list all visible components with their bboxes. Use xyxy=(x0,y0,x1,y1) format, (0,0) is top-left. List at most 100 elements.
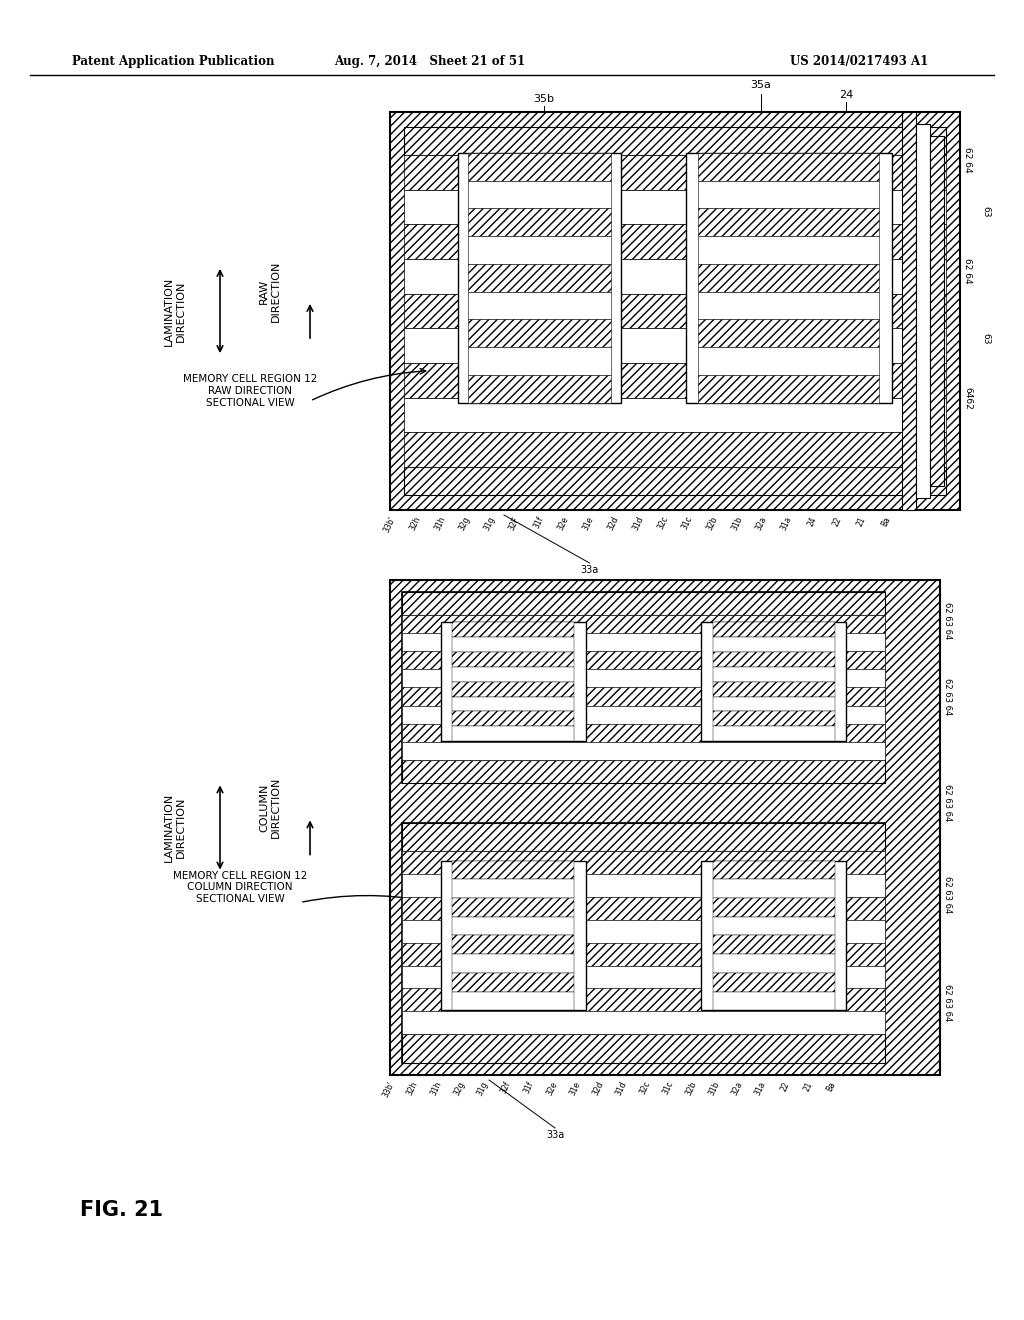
Bar xyxy=(404,397,946,433)
Text: Ba: Ba xyxy=(881,515,893,528)
Bar xyxy=(468,264,611,292)
Bar xyxy=(468,209,611,236)
Bar xyxy=(453,697,573,711)
Text: 6462: 6462 xyxy=(963,387,972,411)
Bar xyxy=(453,916,573,936)
Bar xyxy=(402,989,885,1011)
Text: 22: 22 xyxy=(778,1080,791,1093)
Text: 62 63 64: 62 63 64 xyxy=(943,876,952,913)
Bar xyxy=(930,136,944,486)
Text: 33b': 33b' xyxy=(381,1080,396,1100)
Bar xyxy=(453,973,573,991)
Text: LAMINATION
DIRECTION: LAMINATION DIRECTION xyxy=(164,793,185,862)
Bar xyxy=(453,861,573,879)
Text: Ba: Ba xyxy=(825,1080,838,1093)
Bar xyxy=(402,920,885,942)
Bar xyxy=(404,259,946,293)
Bar xyxy=(402,706,885,723)
Text: 31a: 31a xyxy=(754,1080,768,1097)
Text: 31d: 31d xyxy=(614,1080,629,1097)
Text: Aug. 7, 2014   Sheet 21 of 51: Aug. 7, 2014 Sheet 21 of 51 xyxy=(335,55,525,69)
Text: 32f: 32f xyxy=(499,1080,513,1096)
Bar xyxy=(402,634,885,651)
Bar xyxy=(453,622,573,638)
Text: 32c: 32c xyxy=(638,1080,651,1097)
Bar xyxy=(453,681,573,697)
Bar xyxy=(468,347,611,375)
Text: 63: 63 xyxy=(981,333,990,345)
Bar xyxy=(468,236,611,264)
Text: 32F: 32F xyxy=(507,515,521,532)
Bar xyxy=(404,224,946,259)
Text: RAW
DIRECTION: RAW DIRECTION xyxy=(259,260,281,322)
Bar xyxy=(713,726,835,741)
Text: 31e: 31e xyxy=(568,1080,582,1097)
Bar xyxy=(402,591,885,615)
Text: 22: 22 xyxy=(830,515,843,528)
Bar xyxy=(713,916,835,936)
Text: 35a: 35a xyxy=(750,81,771,90)
Bar xyxy=(713,638,835,652)
Text: 32e: 32e xyxy=(556,515,570,532)
Bar xyxy=(713,667,835,681)
Text: 24: 24 xyxy=(807,673,818,682)
Bar xyxy=(402,822,885,851)
Text: 35b: 35b xyxy=(480,622,498,631)
Text: 32g: 32g xyxy=(458,515,472,532)
Bar xyxy=(404,329,946,363)
Text: 32e: 32e xyxy=(545,1080,559,1097)
Text: 32a: 32a xyxy=(730,1080,744,1097)
Bar xyxy=(713,973,835,991)
Text: 62 63 64: 62 63 64 xyxy=(943,678,952,715)
Bar xyxy=(698,375,880,403)
Bar xyxy=(404,363,946,397)
Bar xyxy=(698,153,880,181)
Text: 33a: 33a xyxy=(546,1130,564,1140)
Bar xyxy=(698,292,880,319)
Bar xyxy=(713,936,835,954)
Text: 63: 63 xyxy=(981,206,990,218)
Bar xyxy=(402,651,885,669)
Bar xyxy=(404,127,946,154)
Bar xyxy=(404,467,946,495)
Bar xyxy=(440,861,586,1010)
Bar xyxy=(713,898,835,916)
Bar xyxy=(402,898,885,920)
Text: 31h: 31h xyxy=(429,1080,443,1097)
Bar xyxy=(402,851,885,874)
Bar xyxy=(713,954,835,973)
Bar xyxy=(468,375,611,403)
Bar xyxy=(453,936,573,954)
Bar xyxy=(402,688,885,706)
Text: 62 64: 62 64 xyxy=(963,147,972,173)
Text: 31b: 31b xyxy=(730,515,744,532)
Text: 24: 24 xyxy=(807,927,818,936)
Text: 32h: 32h xyxy=(408,515,422,532)
Bar xyxy=(698,264,880,292)
Bar xyxy=(713,622,835,638)
Text: MEMORY CELL REGION 12
RAW DIRECTION
SECTIONAL VIEW: MEMORY CELL REGION 12 RAW DIRECTION SECT… xyxy=(183,375,317,408)
Text: 31f: 31f xyxy=(522,1080,536,1096)
Bar xyxy=(902,112,916,510)
Bar xyxy=(701,861,847,1010)
Bar xyxy=(698,209,880,236)
Text: 62 64: 62 64 xyxy=(963,259,972,284)
Bar xyxy=(402,669,885,688)
Bar xyxy=(468,153,611,181)
Text: 32c: 32c xyxy=(655,515,670,531)
Text: 24: 24 xyxy=(839,90,853,100)
Bar xyxy=(468,292,611,319)
Text: 32d: 32d xyxy=(606,515,621,532)
Bar xyxy=(713,652,835,667)
Text: 31d: 31d xyxy=(631,515,645,532)
Bar xyxy=(453,638,573,652)
Text: 35b: 35b xyxy=(480,862,498,870)
Text: 33a: 33a xyxy=(581,565,599,576)
Bar xyxy=(458,153,621,403)
Text: Patent Application Publication: Patent Application Publication xyxy=(72,55,274,69)
Bar xyxy=(686,153,892,403)
Text: 31g: 31g xyxy=(475,1080,489,1097)
Text: 31c: 31c xyxy=(660,1080,675,1097)
Bar xyxy=(453,726,573,741)
Bar xyxy=(713,991,835,1010)
